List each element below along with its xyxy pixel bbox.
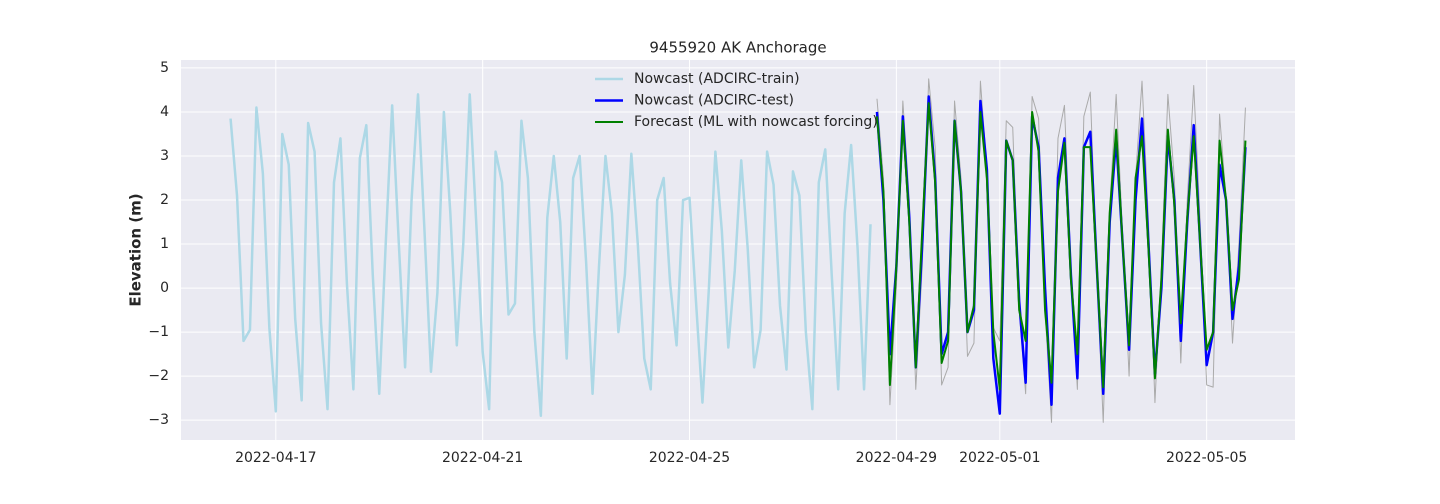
x-tick-label: 2022-05-01 bbox=[959, 450, 1040, 466]
legend-label: Nowcast (ADCIRC-test) bbox=[634, 93, 794, 109]
y-tick-label: −2 bbox=[148, 368, 169, 384]
y-tick-label: −1 bbox=[148, 324, 169, 340]
y-tick-label: 5 bbox=[160, 60, 169, 76]
y-tick-label: −3 bbox=[148, 412, 169, 428]
y-tick-label: 2 bbox=[160, 192, 169, 208]
y-tick-label: 4 bbox=[160, 104, 169, 120]
y-axis-label: Elevation (m) bbox=[127, 193, 145, 306]
legend-label: Forecast (ML with nowcast forcing) bbox=[634, 114, 878, 130]
x-tick-label: 2022-04-21 bbox=[442, 450, 523, 466]
y-tick-label: 1 bbox=[160, 236, 169, 252]
y-tick-label: 3 bbox=[160, 148, 169, 164]
x-tick-label: 2022-04-25 bbox=[649, 450, 730, 466]
x-tick-label: 2022-04-29 bbox=[856, 450, 937, 466]
series-line bbox=[875, 102, 1247, 391]
legend-label: Nowcast (ADCIRC-train) bbox=[634, 71, 800, 87]
x-tick-label: 2022-05-05 bbox=[1166, 450, 1247, 466]
y-tick-label: 0 bbox=[160, 280, 169, 296]
x-tick-label: 2022-04-17 bbox=[235, 450, 316, 466]
chart-title: 9455920 AK Anchorage bbox=[649, 39, 826, 57]
series-line bbox=[229, 93, 872, 418]
